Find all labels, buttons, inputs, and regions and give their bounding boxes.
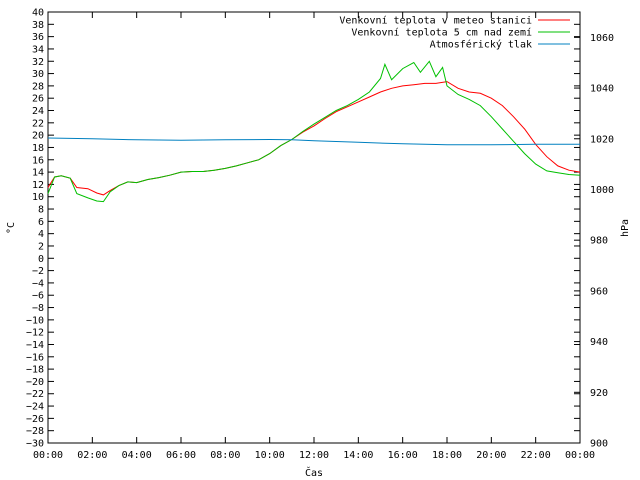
left-tick-label: 28: [32, 81, 44, 92]
right-tick-label: 1060: [590, 33, 614, 44]
series-lines: [47, 60, 581, 203]
x-tick-label: 02:00: [77, 450, 107, 461]
left-tick-label: 38: [32, 20, 44, 31]
left-tick-label: −26: [26, 414, 44, 425]
right-tick-label: 1040: [590, 84, 614, 95]
right-tick-label: 1000: [590, 185, 614, 196]
x-axis-label: Čas: [305, 466, 323, 479]
left-tick-label: 24: [32, 106, 44, 117]
left-tick-label: 4: [38, 229, 44, 240]
left-tick-label: 8: [38, 205, 44, 216]
left-tick-label: 2: [38, 241, 44, 252]
left-tick-label: −24: [26, 402, 44, 413]
left-tick-label: −22: [26, 389, 44, 400]
x-axis-ticks: 00:00 02:00 04:00 06:00 08:00 10:00 12:00 14:00…: [33, 12, 595, 461]
plot-frame: [47, 11, 581, 444]
left-tick-label: −14: [26, 340, 44, 351]
right-axis-ticks: 900 920 940 960 980 1000 1020 1040 1060: [574, 33, 614, 450]
left-tick-label: −8: [32, 303, 44, 314]
left-tick-label: 12: [32, 180, 44, 191]
left-tick-label: 18: [32, 143, 44, 154]
y-axis-right-label: hPa: [620, 219, 631, 237]
legend-label: Atmosférický tlak: [430, 39, 532, 51]
y-axis-left-label: °C: [6, 222, 17, 234]
left-tick-label: −6: [32, 291, 44, 302]
legend-label: Venkovní teplota 5 cm nad zemí: [351, 27, 532, 39]
x-tick-label: 00:00: [565, 450, 595, 461]
legend: Venkovní teplota v meteo staniciVenkovní…: [339, 15, 570, 51]
right-tick-label: 900: [590, 439, 608, 450]
right-tick-label: 980: [590, 236, 608, 247]
left-tick-label: 6: [38, 217, 44, 228]
x-tick-label: 08:00: [210, 450, 240, 461]
x-tick-label: 04:00: [122, 450, 152, 461]
x-tick-label: 16:00: [388, 450, 418, 461]
left-tick-label: 10: [32, 192, 44, 203]
x-tick-label: 10:00: [255, 450, 285, 461]
left-tick-label: −10: [26, 315, 44, 326]
left-tick-label: −18: [26, 365, 44, 376]
left-tick-label: 26: [32, 94, 44, 105]
right-tick-label: 920: [590, 388, 608, 399]
x-tick-label: 18:00: [432, 450, 462, 461]
right-tick-label: 940: [590, 337, 608, 348]
x-tick-label: 12:00: [299, 450, 329, 461]
x-tick-label: 20:00: [476, 450, 506, 461]
left-tick-label: 14: [32, 168, 44, 179]
left-tick-label: 16: [32, 155, 44, 166]
left-tick-label: 22: [32, 118, 44, 129]
left-axis-ticks: −30−28−26−24−22−20−18−16−14−12−10−8−6−4−…: [26, 8, 580, 450]
x-tick-label: 00:00: [33, 450, 63, 461]
right-tick-label: 1020: [590, 134, 614, 145]
left-tick-label: −20: [26, 377, 44, 388]
left-tick-label: 40: [32, 8, 44, 19]
left-tick-label: 34: [32, 44, 44, 55]
left-tick-label: 36: [32, 32, 44, 43]
x-tick-label: 14:00: [343, 450, 373, 461]
left-tick-label: −30: [26, 439, 44, 450]
left-tick-label: 30: [32, 69, 44, 80]
left-tick-label: −12: [26, 328, 44, 339]
left-tick-label: −4: [32, 278, 44, 289]
x-tick-label: 06:00: [166, 450, 196, 461]
left-tick-label: −28: [26, 426, 44, 437]
left-tick-label: 32: [32, 57, 44, 68]
left-tick-label: −16: [26, 352, 44, 363]
series-line-2: [47, 60, 581, 203]
left-tick-label: −2: [32, 266, 44, 277]
x-tick-label: 22:00: [521, 450, 551, 461]
legend-label: Venkovní teplota v meteo stanici: [339, 15, 532, 27]
right-tick-label: 960: [590, 286, 608, 297]
left-tick-label: 0: [38, 254, 44, 265]
series-line-3: [47, 137, 580, 146]
series-line-1: [47, 81, 581, 196]
left-tick-label: 20: [32, 131, 44, 142]
